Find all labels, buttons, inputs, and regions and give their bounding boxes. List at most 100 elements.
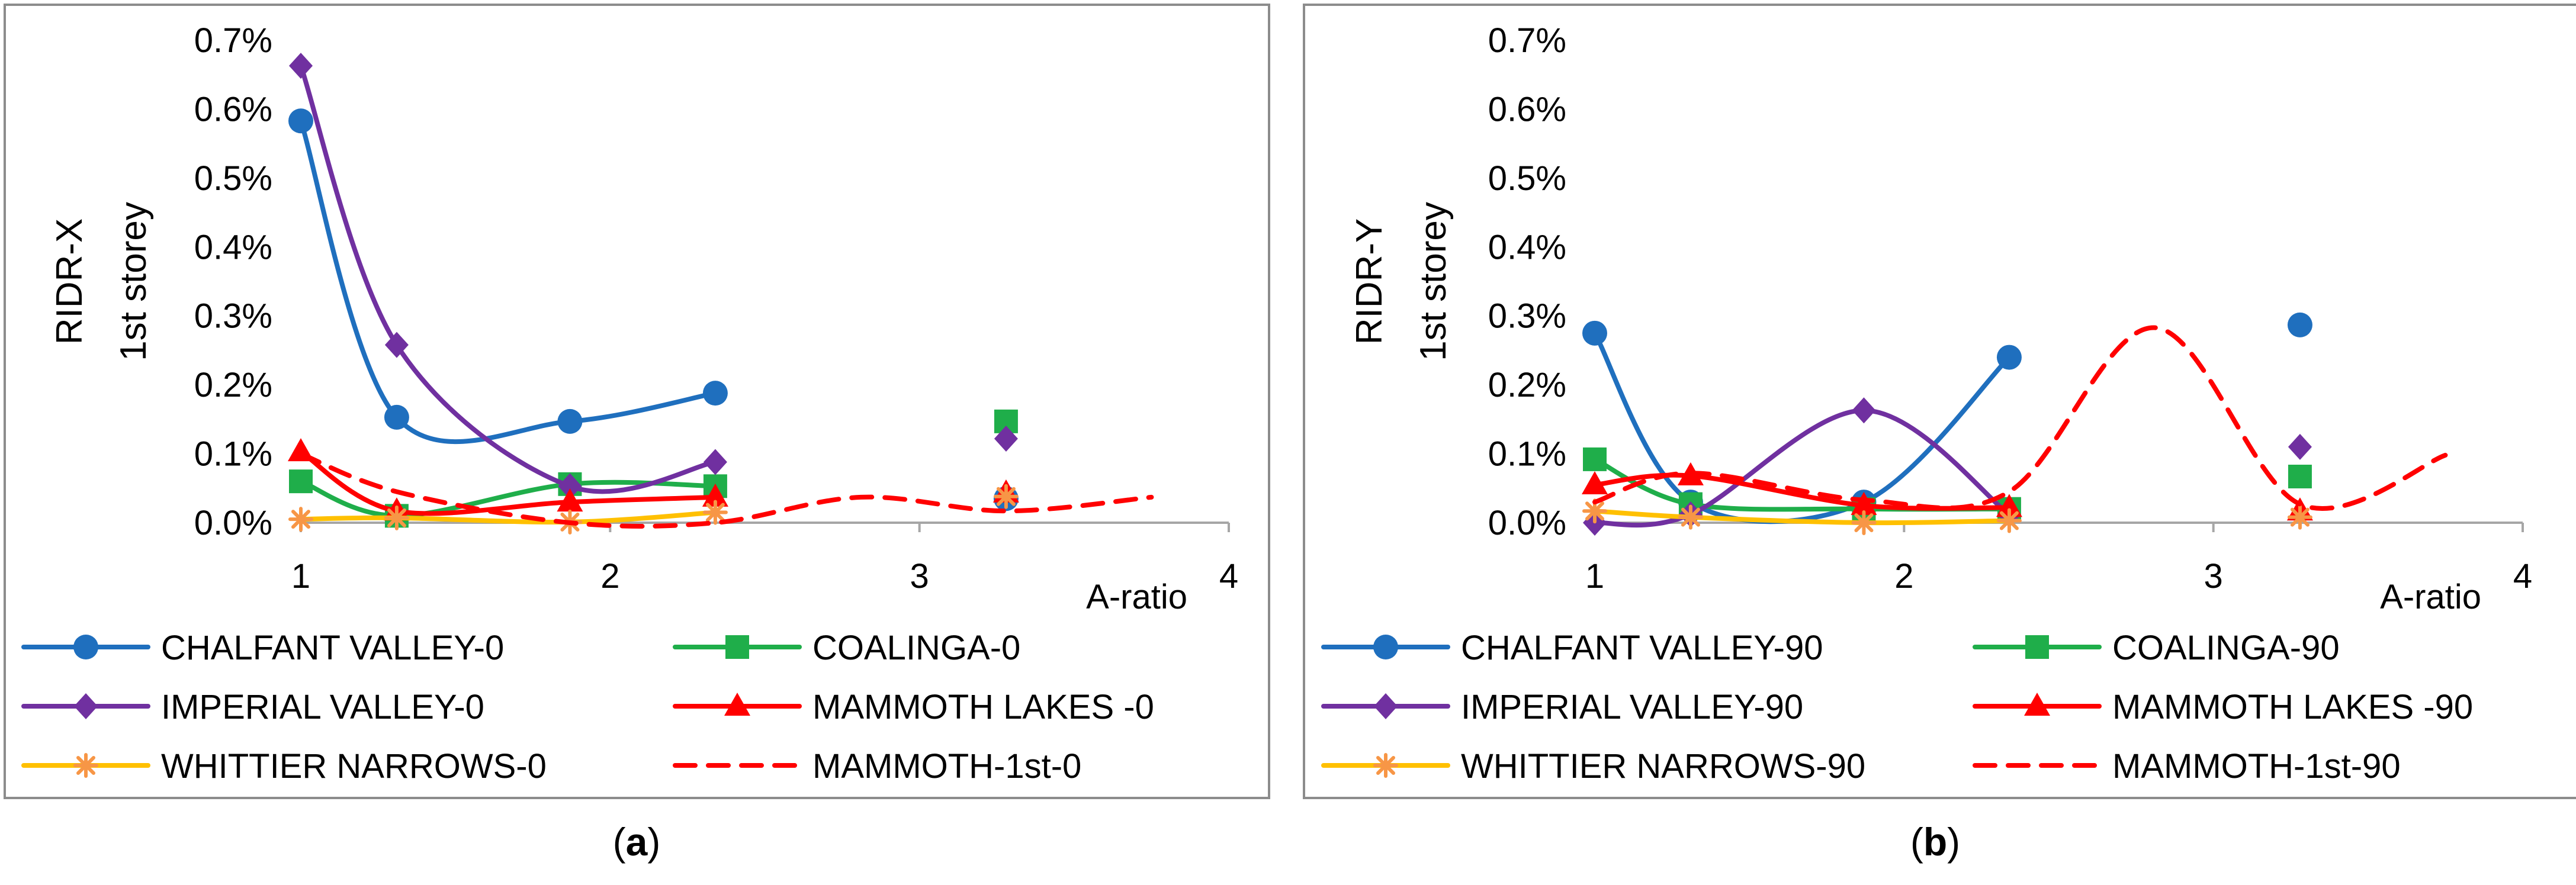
legend-item: MAMMOTH LAKES -90 bbox=[1973, 688, 2473, 726]
data-point bbox=[1996, 508, 2022, 533]
data-point bbox=[288, 108, 313, 134]
star-stroke bbox=[705, 503, 725, 522]
x-tick-label: 3 bbox=[2204, 557, 2223, 596]
star-stroke bbox=[1999, 511, 2019, 530]
y-tick-label: 0.5% bbox=[194, 159, 272, 198]
y-tick-label: 0.0% bbox=[1488, 504, 1566, 542]
legend-item: CHALFANT VALLEY-90 bbox=[1321, 629, 1823, 667]
legend-item: MAMMOTH-1st-90 bbox=[1973, 747, 2401, 786]
x-tick-label: 1 bbox=[291, 557, 310, 596]
caption-letter: a bbox=[626, 820, 648, 864]
legend-item: MAMMOTH-1st-0 bbox=[673, 747, 1081, 786]
series-mammoth-lakes-90 bbox=[1582, 462, 2313, 521]
legend-item: COALINGA-90 bbox=[1973, 629, 2340, 667]
series-whittier-narrows-0 bbox=[288, 484, 1019, 535]
star-stroke bbox=[2290, 507, 2310, 527]
data-point bbox=[557, 408, 583, 434]
legend-item: MAMMOTH LAKES -0 bbox=[673, 688, 1154, 726]
data-point bbox=[1582, 320, 1607, 346]
series-whittier-narrows-90 bbox=[1582, 498, 2312, 535]
x-tick-label: 4 bbox=[1219, 557, 1238, 596]
data-point bbox=[1851, 510, 1877, 535]
star-stroke bbox=[996, 487, 1016, 506]
star-stroke bbox=[1854, 513, 1874, 532]
legend: CHALFANT VALLEY-90 COALINGA-90 IMPERIAL VA… bbox=[1321, 629, 2473, 786]
legend-marker bbox=[724, 693, 750, 716]
star-stroke bbox=[1681, 507, 1700, 527]
y-axis-label: RIDR-Y bbox=[1349, 218, 1390, 345]
legend-item: IMPERIAL VALLEY-0 bbox=[21, 688, 484, 726]
panel-caption: (b) bbox=[1910, 820, 1960, 864]
legend-marker bbox=[1374, 693, 1398, 719]
legend-marker bbox=[725, 635, 749, 659]
chart-frame bbox=[1303, 4, 2576, 799]
y-tick-label: 0.6% bbox=[1488, 90, 1566, 128]
caption-close: ) bbox=[647, 820, 660, 864]
star-stroke bbox=[1585, 501, 1604, 521]
legend: CHALFANT VALLEY-0 COALINGA-0 IMPERIAL VALL… bbox=[21, 629, 1154, 786]
legend-item: WHITTIER NARROWS-0 bbox=[21, 747, 547, 786]
caption-letter: b bbox=[1923, 820, 1947, 864]
series-mammoth-1st-90 bbox=[1592, 325, 2448, 511]
series-line bbox=[298, 451, 1154, 529]
y-tick-label: 0.1% bbox=[1488, 435, 1566, 474]
y-tick-label: 0.5% bbox=[1488, 159, 1566, 198]
legend-label: CHALFANT VALLEY-0 bbox=[161, 629, 504, 667]
star-stroke bbox=[387, 508, 406, 527]
star-stroke bbox=[1376, 756, 1395, 775]
caption-open: ( bbox=[1910, 820, 1923, 864]
star-stroke bbox=[291, 510, 310, 529]
legend-label: MAMMOTH-1st-0 bbox=[812, 747, 1081, 786]
series-line bbox=[1592, 408, 2012, 528]
x-axis-label: A-ratio bbox=[1086, 578, 1187, 616]
data-point bbox=[384, 404, 409, 430]
x-tick-label: 2 bbox=[1894, 557, 1913, 596]
y-tick-label: 0.2% bbox=[1488, 366, 1566, 404]
legend-label: COALINGA-0 bbox=[812, 629, 1020, 667]
data-point bbox=[1996, 345, 2022, 370]
data-point bbox=[289, 53, 313, 79]
y-tick-label: 0.7% bbox=[194, 21, 272, 60]
legend-item: WHITTIER NARROWS-90 bbox=[1321, 747, 1865, 786]
series-line bbox=[298, 118, 718, 445]
data-point-isolated bbox=[2287, 504, 2312, 530]
data-point bbox=[288, 507, 313, 532]
y-axis-label-line2: 1st storey bbox=[113, 202, 154, 361]
legend-marker bbox=[2024, 693, 2050, 716]
x-tick-label: 3 bbox=[910, 557, 929, 596]
legend-label: MAMMOTH LAKES -90 bbox=[2112, 688, 2473, 726]
legend-marker bbox=[73, 753, 98, 778]
y-tick-label: 0.3% bbox=[194, 297, 272, 336]
data-point bbox=[557, 488, 583, 512]
legend-marker bbox=[1373, 635, 1398, 659]
chart-panel-a: 1 2 3 4 0.0% 0.1% 0.2% 0.3% 0.4% 0.5% 0.6% 0.7% A-ra… bbox=[4, 4, 1270, 799]
legend-label: COALINGA-90 bbox=[2112, 629, 2340, 667]
y-tick-label: 0.3% bbox=[1488, 297, 1566, 336]
y-axis-label: RIDR-X bbox=[49, 218, 90, 345]
data-point bbox=[1583, 447, 1607, 471]
data-point bbox=[1996, 494, 2022, 517]
data-point bbox=[1582, 471, 1608, 494]
data-point-isolated bbox=[2288, 464, 2312, 488]
legend-item: COALINGA-0 bbox=[673, 629, 1020, 667]
series-line bbox=[298, 449, 718, 516]
y-tick-label: 0.6% bbox=[194, 90, 272, 128]
x-tick-label: 2 bbox=[600, 557, 619, 596]
legend-item: IMPERIAL VALLEY-90 bbox=[1321, 688, 1803, 726]
legend-label: MAMMOTH LAKES -0 bbox=[812, 688, 1154, 726]
legend-label: CHALFANT VALLEY-90 bbox=[1461, 629, 1823, 667]
series-line bbox=[1592, 509, 2012, 526]
y-tick-label: 0.2% bbox=[194, 366, 272, 404]
y-axis-label-line2: 1st storey bbox=[1413, 202, 1454, 361]
data-point-isolated bbox=[2287, 312, 2312, 337]
data-point-isolated bbox=[2288, 433, 2312, 460]
data-point bbox=[558, 473, 582, 500]
y-tick-label: 0.7% bbox=[1488, 21, 1566, 60]
legend-marker bbox=[2025, 635, 2049, 659]
series-imperial-valley-0 bbox=[289, 53, 1018, 500]
caption-close: ) bbox=[1947, 820, 1960, 864]
series-line bbox=[1592, 325, 2448, 511]
chart-panel-b: 1 2 3 4 0.0% 0.1% 0.2% 0.3% 0.4% 0.5% 0.6% 0.7% A-ra… bbox=[1303, 4, 2576, 799]
chart-frame bbox=[4, 4, 1270, 799]
series-mammoth-1st-0 bbox=[298, 451, 1154, 529]
